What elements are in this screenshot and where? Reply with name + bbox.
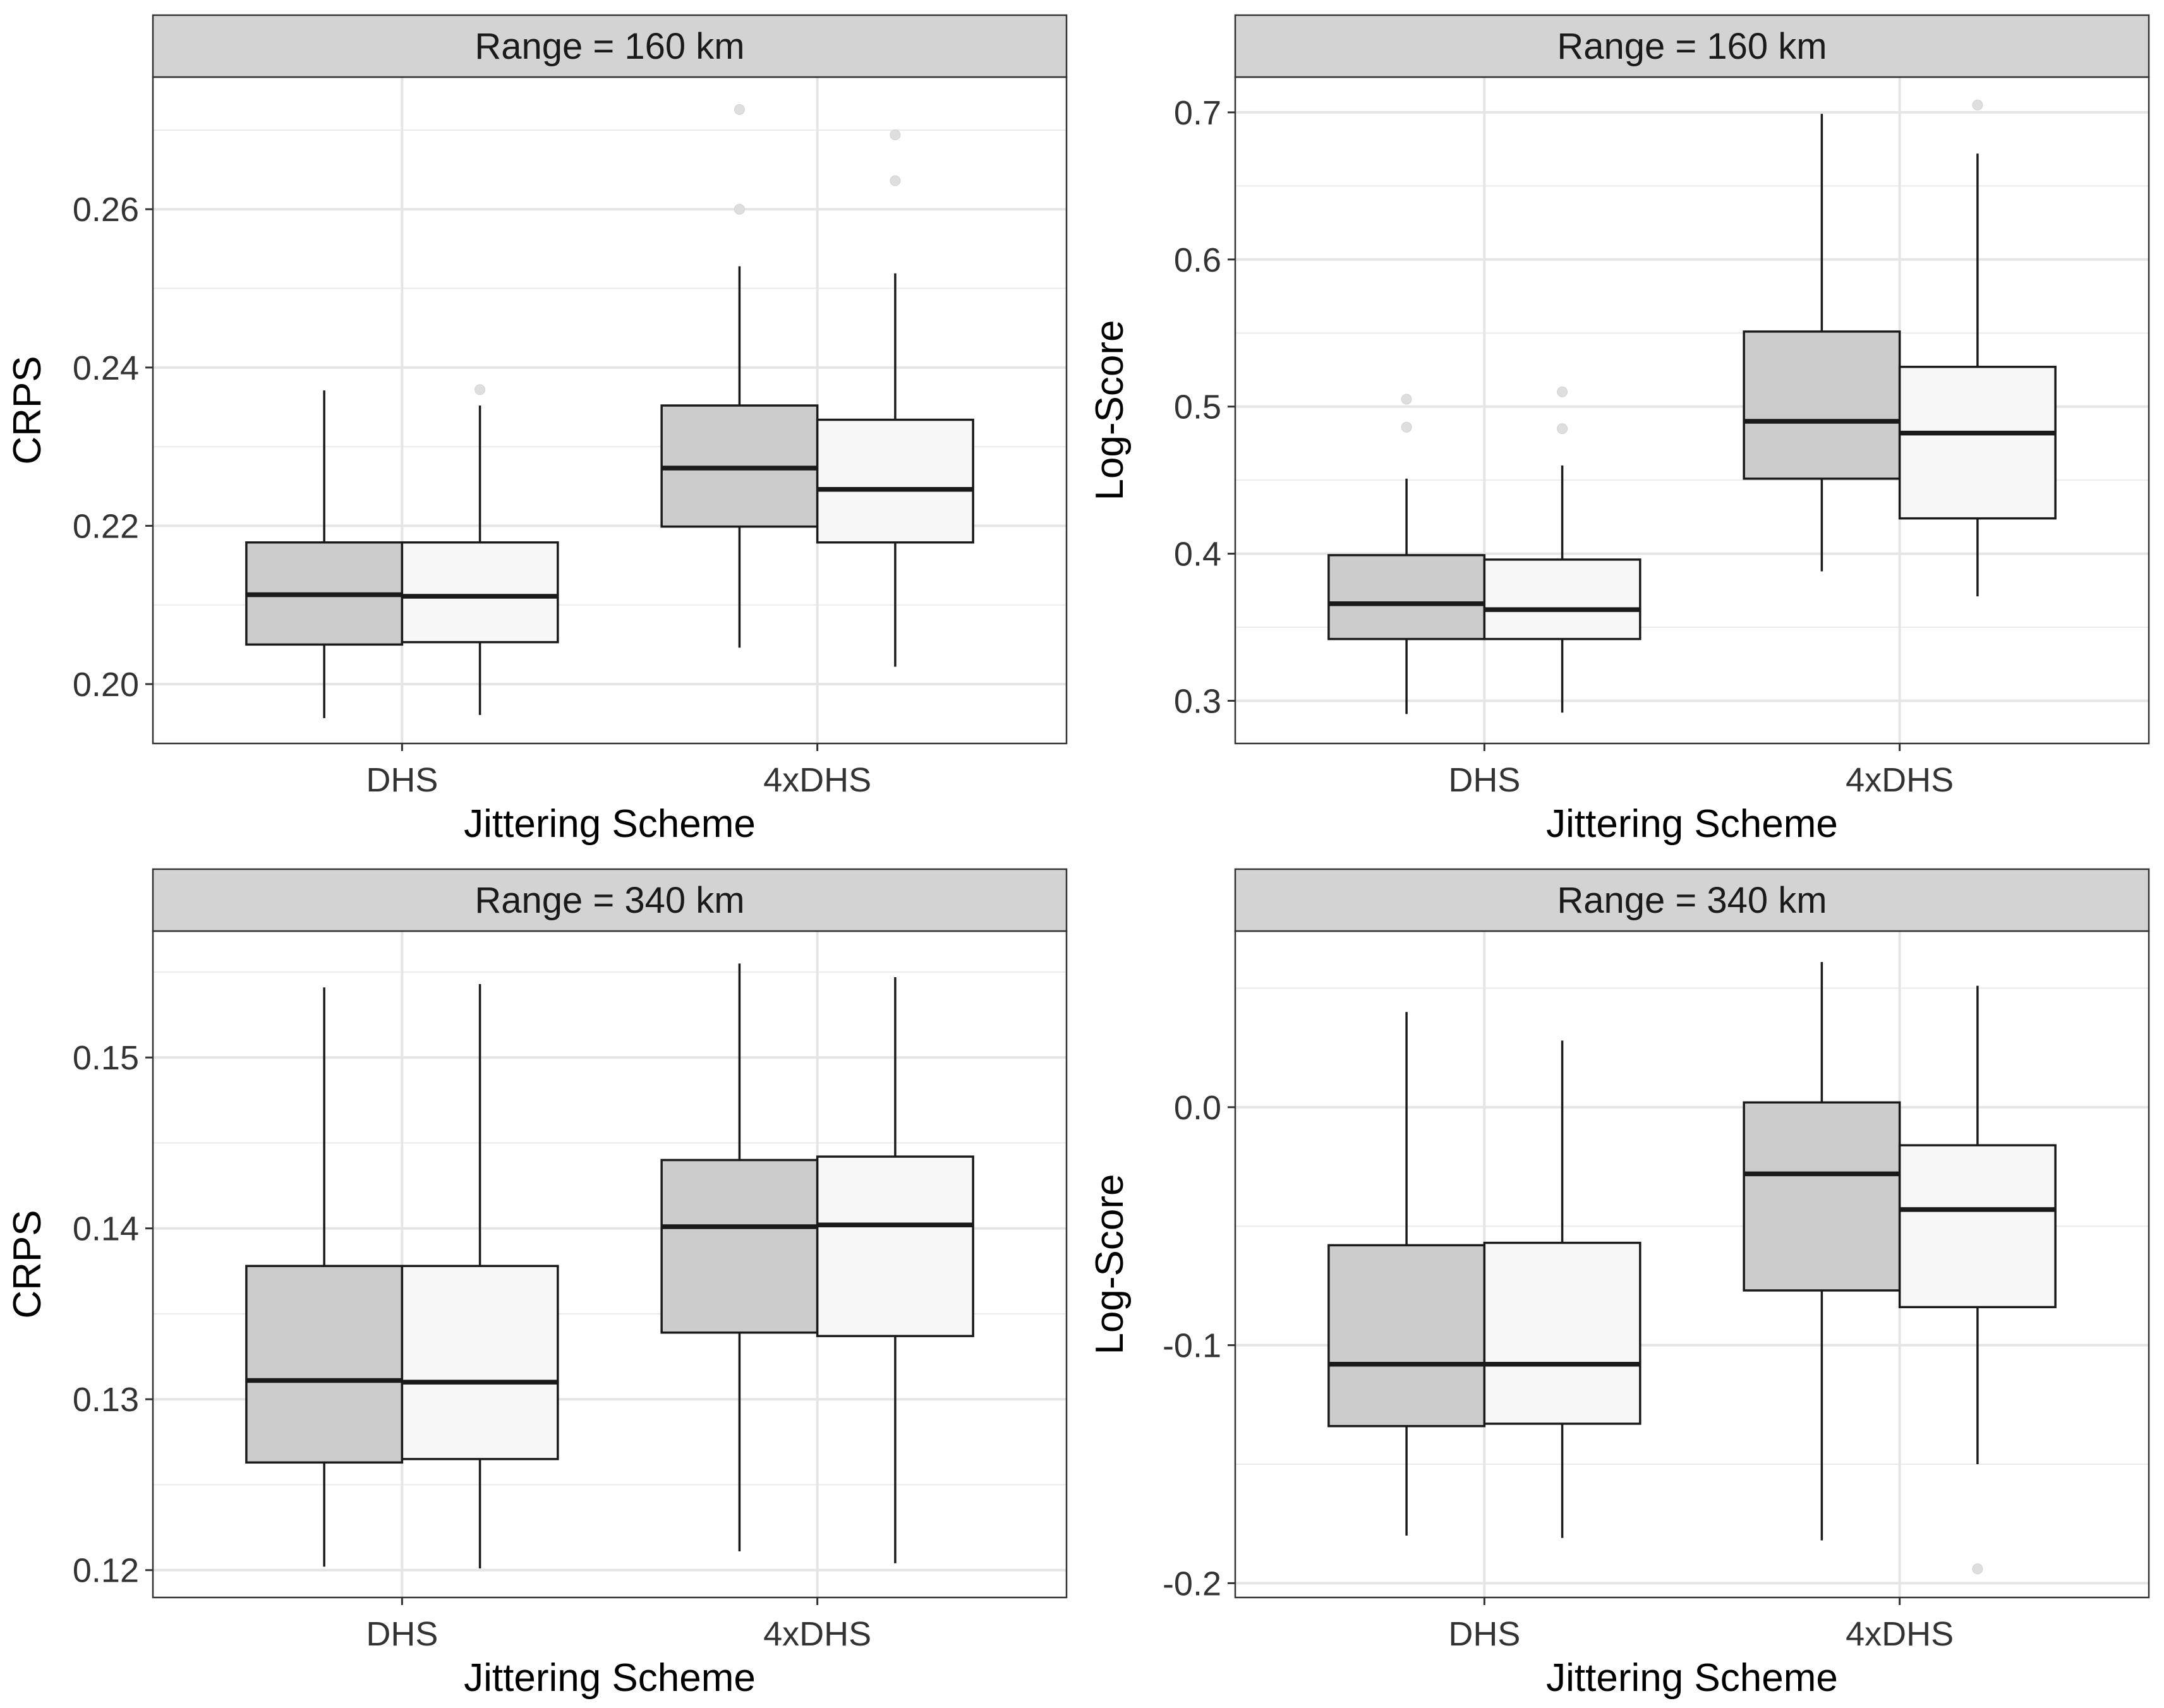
iqr-box xyxy=(660,1158,819,1334)
iqr-box xyxy=(1898,1144,2057,1309)
box-4xdhs-2 xyxy=(1898,99,2057,597)
facet-strip-label: Range = 340 km xyxy=(475,880,744,921)
iqr-box xyxy=(1483,558,1641,640)
y-axis-title: Log-Score xyxy=(1088,320,1132,500)
panel-3: Range = 340 km 0.12 0.13 0.14 0.15 DHS 4xDHSJi… xyxy=(6,868,1068,1700)
x-axis-title: Jittering Scheme xyxy=(464,802,756,846)
facet-strip-label: Range = 160 km xyxy=(475,26,744,67)
box-dhs-1 xyxy=(1327,394,1486,714)
y-tick-label: 0.3 xyxy=(1174,682,1221,720)
outlier-point xyxy=(1972,1563,1983,1575)
y-tick-label: 0.24 xyxy=(73,349,139,387)
y-tick-label: 0.20 xyxy=(73,666,139,704)
y-tick-label: 0.26 xyxy=(73,191,139,229)
outlier-point xyxy=(1401,394,1412,405)
outlier-point xyxy=(890,129,901,140)
y-tick-label: 0.4 xyxy=(1174,536,1221,574)
x-tick-label: 4xDHS xyxy=(1846,1615,1954,1653)
outlier-point xyxy=(1557,423,1568,435)
x-axis-title: Jittering Scheme xyxy=(464,1656,756,1700)
iqr-box xyxy=(401,1265,559,1460)
iqr-box xyxy=(401,541,559,644)
y-tick-label: 0.12 xyxy=(73,1552,139,1590)
x-axis-title: Jittering Scheme xyxy=(1546,802,1838,846)
x-tick-label: DHS xyxy=(366,761,438,799)
x-tick-label: 4xDHS xyxy=(1846,761,1954,799)
outlier-point xyxy=(734,104,745,115)
box-4xdhs-2 xyxy=(816,977,974,1563)
box-dhs-2 xyxy=(1483,1040,1641,1538)
facet-strip xyxy=(152,14,1068,78)
y-tick-label: 0.14 xyxy=(73,1210,139,1248)
outlier-point xyxy=(734,203,745,215)
facet-strip-label: Range = 340 km xyxy=(1557,880,1827,921)
x-tick-label: DHS xyxy=(366,1615,438,1653)
x-tick-label: 4xDHS xyxy=(763,1615,871,1653)
x-tick-label: DHS xyxy=(1448,761,1520,799)
iqr-box xyxy=(245,1265,404,1464)
y-axis-title: CRPS xyxy=(6,1210,49,1318)
x-tick-label: 4xDHS xyxy=(763,761,871,799)
y-tick-label: 0.15 xyxy=(73,1039,139,1077)
box-dhs-1 xyxy=(245,390,404,718)
y-tick-label: 0.0 xyxy=(1174,1089,1221,1127)
y-tick-label: 0.13 xyxy=(73,1381,139,1419)
panel-4: Range = 340 km -0.2 -0.1 0.0 DHS 4xDHSJitteri… xyxy=(1088,868,2150,1700)
y-tick-label: 0.7 xyxy=(1174,94,1221,132)
y-tick-label: 0.22 xyxy=(73,507,139,545)
iqr-box xyxy=(816,1155,974,1337)
iqr-box xyxy=(816,418,974,544)
facet-strip xyxy=(1234,868,2150,932)
iqr-box xyxy=(1743,1101,1901,1292)
outlier-point xyxy=(1557,386,1568,397)
box-dhs-2 xyxy=(1483,386,1641,713)
y-tick-label: 0.5 xyxy=(1174,388,1221,426)
facet-strip-label: Range = 160 km xyxy=(1557,26,1827,67)
panel-1: Range = 160 km 0.20 0.22 0.24 0.26 DHS 4xDHSJi… xyxy=(6,14,1068,846)
panel-2: Range = 160 km 0.3 0.4 0.5 0.6 0.7 DHS 4xDHSJit… xyxy=(1088,14,2150,846)
iqr-box xyxy=(1327,554,1486,640)
iqr-box xyxy=(1743,330,1901,480)
y-tick-label: 0.6 xyxy=(1174,241,1221,279)
outlier-point xyxy=(475,384,486,395)
outlier-point xyxy=(1401,421,1412,433)
y-tick-label: -0.2 xyxy=(1163,1565,1221,1603)
box-4xdhs-1 xyxy=(660,963,819,1551)
y-axis-title: CRPS xyxy=(6,356,49,464)
box-4xdhs-1 xyxy=(660,104,819,648)
iqr-box xyxy=(1483,1241,1641,1425)
outlier-point xyxy=(1972,99,1983,111)
facet-strip xyxy=(1234,14,2150,78)
x-tick-label: DHS xyxy=(1448,1615,1520,1653)
box-4xdhs-1 xyxy=(1743,114,1901,572)
box-dhs-1 xyxy=(245,987,404,1567)
outlier-point xyxy=(890,175,901,186)
y-axis-title: Log-Score xyxy=(1088,1174,1132,1354)
y-tick-label: -0.1 xyxy=(1163,1327,1221,1365)
iqr-box xyxy=(1327,1244,1486,1428)
box-dhs-1 xyxy=(1327,1012,1486,1536)
box-4xdhs-2 xyxy=(816,129,974,667)
facet-strip xyxy=(152,868,1068,932)
box-dhs-2 xyxy=(401,384,559,715)
iqr-box xyxy=(1898,366,2057,520)
box-4xdhs-1 xyxy=(1743,961,1901,1541)
x-axis-title: Jittering Scheme xyxy=(1546,1656,1838,1700)
box-dhs-2 xyxy=(401,983,559,1569)
box-4xdhs-2 xyxy=(1898,985,2057,1575)
